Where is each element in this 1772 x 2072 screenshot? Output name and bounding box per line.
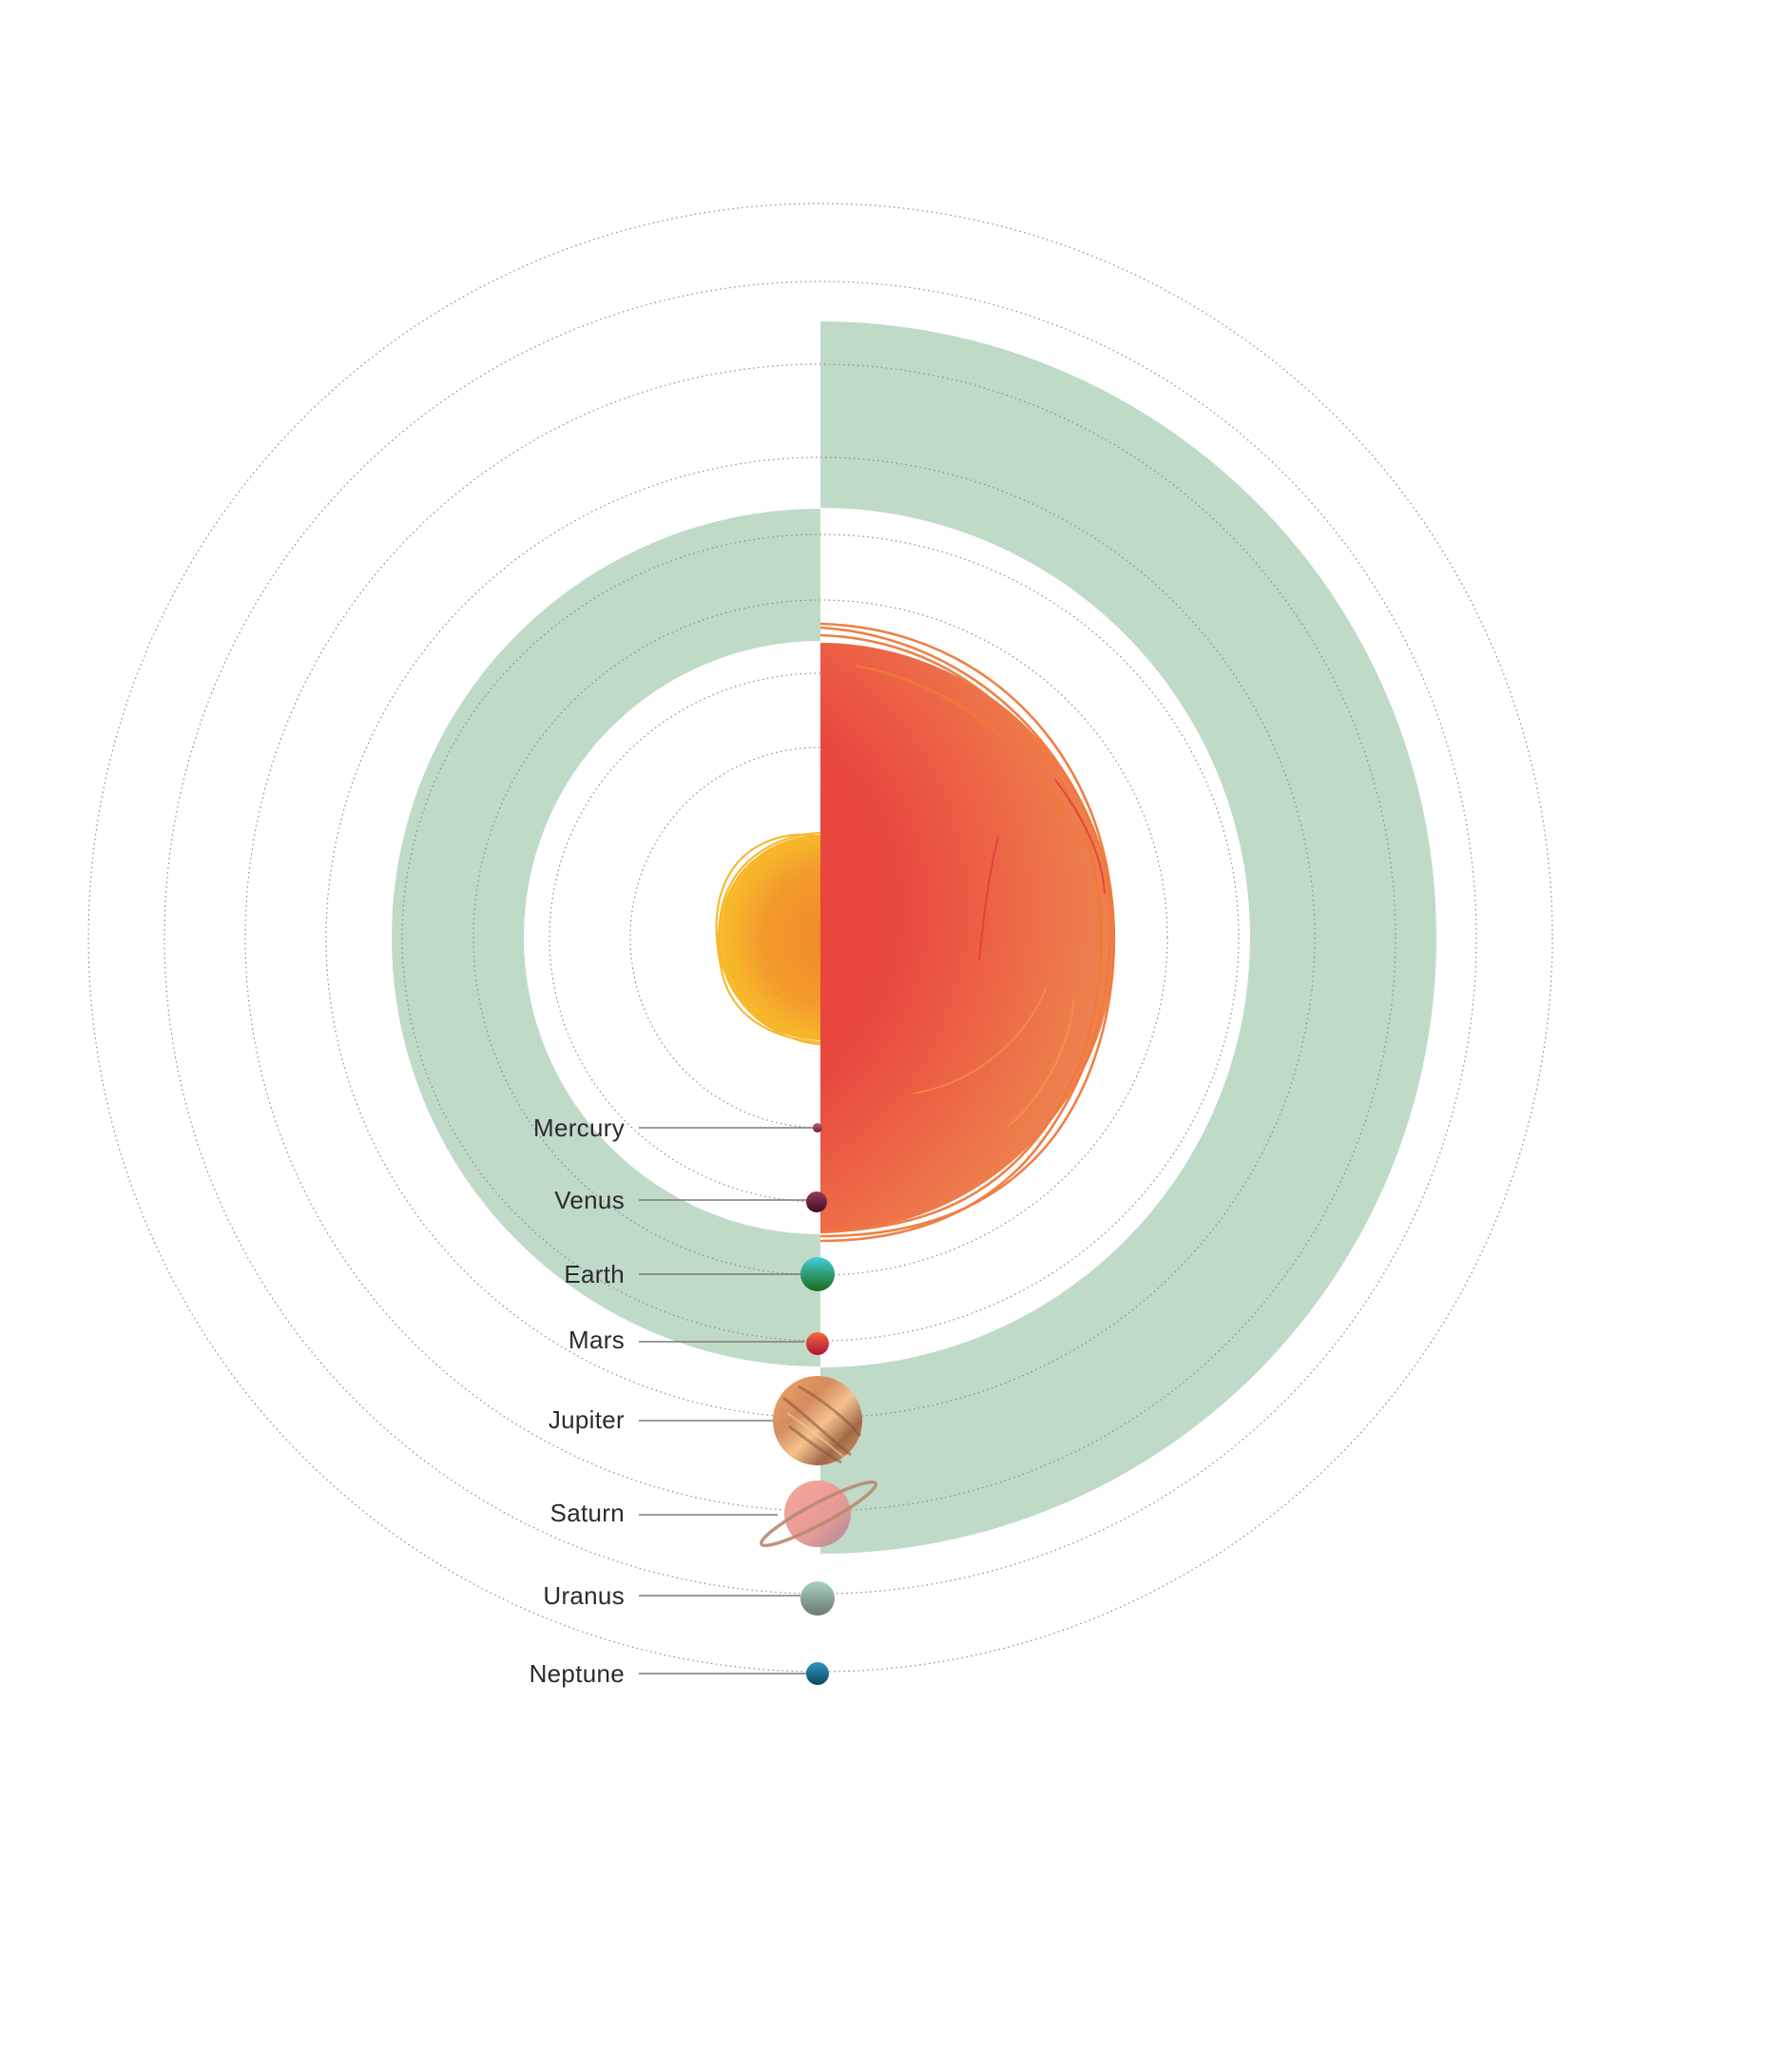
habitable-zone-large-star <box>820 321 1436 1554</box>
planet-label-mercury: Mercury <box>533 1113 625 1142</box>
planet-saturn: Saturn <box>550 1480 878 1548</box>
habitable-zones <box>392 321 1436 1554</box>
saturn-icon <box>784 1481 851 1547</box>
orbit-jupiter <box>325 456 1316 1419</box>
planet-label-saturn: Saturn <box>550 1499 625 1527</box>
planet-neptune: Neptune <box>530 1659 829 1688</box>
planet-jupiter: Jupiter <box>549 1376 862 1465</box>
orbit-saturn <box>244 363 1396 1512</box>
earth-icon <box>800 1257 835 1291</box>
planet-label-venus: Venus <box>554 1186 625 1214</box>
mercury-icon <box>813 1123 822 1133</box>
planet-venus: Venus <box>554 1186 827 1214</box>
planet-uranus: Uranus <box>543 1581 835 1616</box>
sun-large-icon <box>820 622 1116 1243</box>
habitable-zone-small-star <box>392 509 820 1366</box>
orbit-mars <box>401 533 1240 1342</box>
orbit-uranus <box>164 281 1477 1595</box>
planet-label-neptune: Neptune <box>530 1659 625 1688</box>
jupiter-icon <box>773 1376 862 1465</box>
neptune-icon <box>806 1662 829 1685</box>
planet-mercury: Mercury <box>533 1113 822 1142</box>
mars-icon <box>806 1332 829 1355</box>
planet-label-jupiter: Jupiter <box>549 1405 625 1434</box>
planet-mars: Mars <box>568 1326 829 1355</box>
sun-small-icon <box>715 831 820 1046</box>
planet-label-earth: Earth <box>564 1260 625 1288</box>
planet-label-mars: Mars <box>568 1326 625 1354</box>
saturn-ring-icon <box>759 1480 878 1548</box>
uranus-icon <box>800 1581 835 1616</box>
planets: Mercury Venus Earth Mars <box>530 1113 878 1688</box>
venus-icon <box>806 1191 827 1212</box>
planet-earth: Earth <box>564 1257 835 1291</box>
planet-label-uranus: Uranus <box>543 1581 625 1610</box>
